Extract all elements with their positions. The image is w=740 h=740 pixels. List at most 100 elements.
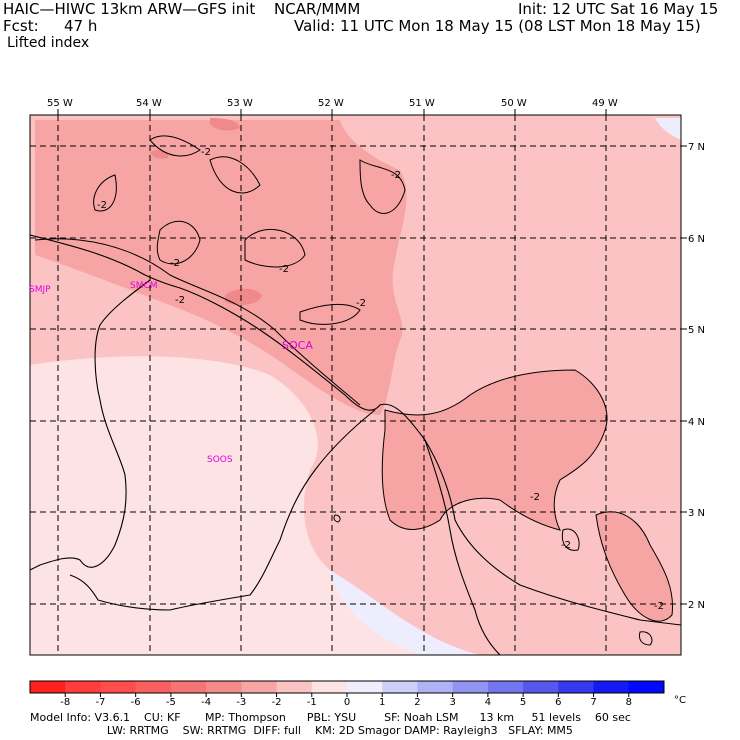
contour-value-labels: -2 -2 -2 -2 -2 -2 -2 -2 -2 -2 — [97, 147, 664, 612]
model-source: NCAR/MMM — [274, 0, 361, 18]
colorbar-swatch — [30, 681, 66, 693]
colorbar-swatch — [135, 681, 172, 693]
colorbar-unit: °C — [674, 695, 686, 706]
fill-minus-one — [30, 337, 420, 655]
colorbar-tick-label: -2 — [272, 697, 282, 708]
border-suriname-guiana — [69, 409, 376, 611]
station-soos: SOOS — [207, 455, 233, 465]
forecast-hours: 47 h — [64, 17, 98, 35]
colorbar-swatch — [206, 681, 242, 693]
lon-label: 50 W — [501, 98, 527, 109]
latitude-labels: 7 N 6 N 5 N 4 N 3 N 2 N — [688, 142, 705, 611]
lon-label: 54 W — [136, 98, 162, 109]
lat-label: 5 N — [688, 325, 705, 336]
coastline — [30, 234, 681, 626]
colorbar-labels: -8 -7 -6 -5 -4 -3 -2 -1 0 1 2 3 4 5 6 7 8 — [60, 697, 632, 708]
coastlines-borders — [30, 234, 681, 655]
model-info-line2: LW: RRTMG SW: RRTMG DIFF: full KM: 2D Sm… — [30, 724, 573, 737]
contour-label: -2 — [356, 298, 366, 309]
contour-line — [156, 220, 201, 265]
colorbar-tick-label: -4 — [201, 697, 211, 708]
colorbar-tick-label: 4 — [485, 697, 491, 708]
contour-line — [149, 135, 201, 157]
border-guyana-suriname — [30, 279, 151, 571]
fill-minus-five-b — [210, 118, 240, 131]
lon-label: 51 W — [409, 98, 435, 109]
colorbar-tick-label: 1 — [379, 697, 385, 708]
lat-label: 7 N — [688, 142, 705, 153]
colorbar-swatch — [382, 681, 418, 693]
colorbar-swatch — [487, 681, 524, 693]
station-smcm: SMCM — [130, 281, 158, 291]
lon-label: 49 W — [592, 98, 618, 109]
colorbar-swatch — [628, 681, 665, 693]
lon-label: 55 W — [47, 98, 73, 109]
contour-line — [639, 631, 653, 646]
contour-line — [561, 528, 580, 551]
contour-line — [209, 156, 261, 194]
contour-label: -2 — [201, 147, 211, 158]
colorbar-swatch — [100, 681, 137, 693]
contour-line — [381, 369, 608, 531]
contour-line — [595, 511, 674, 622]
colorbar-swatch — [347, 681, 383, 693]
fill-plus-one-ne — [655, 118, 681, 140]
colorbar-swatch — [65, 681, 101, 693]
colorbar-swatch — [593, 681, 630, 693]
fill-minus-three-north — [35, 120, 407, 415]
colorbar-swatch — [241, 681, 278, 693]
colorbar-swatch — [170, 681, 207, 693]
fill-minus-five-a — [225, 288, 262, 306]
contour-line — [244, 228, 306, 268]
colorbar-tick-label: 3 — [449, 697, 455, 708]
contour-label: -2 — [170, 258, 180, 269]
colorbar-swatch — [276, 681, 313, 693]
forecast-label: Fcst: — [3, 17, 39, 35]
colorbar-tick-label: 7 — [590, 697, 596, 708]
valid-time: Valid: 11 UTC Mon 18 May 15 (08 LST Mon … — [294, 17, 701, 35]
colorbar-tick-label: -8 — [60, 697, 70, 708]
colorbar-tick-label: 6 — [555, 697, 561, 708]
lat-label: 2 N — [688, 600, 705, 611]
colorbar-swatch — [558, 681, 595, 693]
lon-label: 52 W — [318, 98, 344, 109]
lifted-index-field — [30, 115, 681, 655]
contour-line — [333, 514, 341, 523]
contour-line — [34, 238, 361, 406]
colorbar-swatch — [417, 681, 454, 693]
colorbar — [29, 680, 665, 697]
fill-minus-three-southeast — [382, 370, 607, 530]
longitude-labels: 55 W 54 W 53 W 52 W 51 W 50 W 49 W — [47, 98, 618, 109]
contour-label: -2 — [175, 295, 185, 306]
lat-lon-grid — [30, 115, 681, 655]
station-soca: SOCA — [282, 339, 313, 352]
colorbar-tick-label: 0 — [344, 697, 350, 708]
contour-label: -2 — [279, 264, 289, 275]
colorbar-swatch — [452, 681, 489, 693]
colorbar-tick-label: 2 — [414, 697, 420, 708]
fill-minus-three-coast — [596, 511, 673, 622]
colorbar-tick-label: 5 — [520, 697, 526, 708]
contour-line — [359, 159, 406, 214]
contour-label: -2 — [391, 170, 401, 181]
colorbar-swatch — [523, 681, 559, 693]
lat-label: 6 N — [688, 234, 705, 245]
colorbar-tick-label: 8 — [626, 697, 632, 708]
contour-lines — [34, 135, 674, 646]
lon-label: 53 W — [227, 98, 253, 109]
model-info-line1: Model Info: V3.6.1 CU: KF MP: Thompson P… — [30, 711, 631, 724]
map-frame — [29, 114, 682, 656]
contour-line — [299, 303, 361, 325]
init-time: Init: 12 UTC Sat 16 May 15 — [518, 0, 719, 18]
station-labels: SMJP SMCM SOCA SOOS — [29, 281, 313, 465]
field-name: Lifted index — [7, 35, 90, 51]
lat-label: 4 N — [688, 417, 705, 428]
colorbar-tick-label: -1 — [307, 697, 317, 708]
border-guiana-brazil — [424, 439, 501, 655]
contour-label: -2 — [654, 601, 664, 612]
contour-label: -2 — [561, 540, 571, 551]
colorbar-tick-label: -7 — [95, 697, 105, 708]
contour-line — [93, 174, 117, 212]
colorbar-swatch — [311, 681, 348, 693]
